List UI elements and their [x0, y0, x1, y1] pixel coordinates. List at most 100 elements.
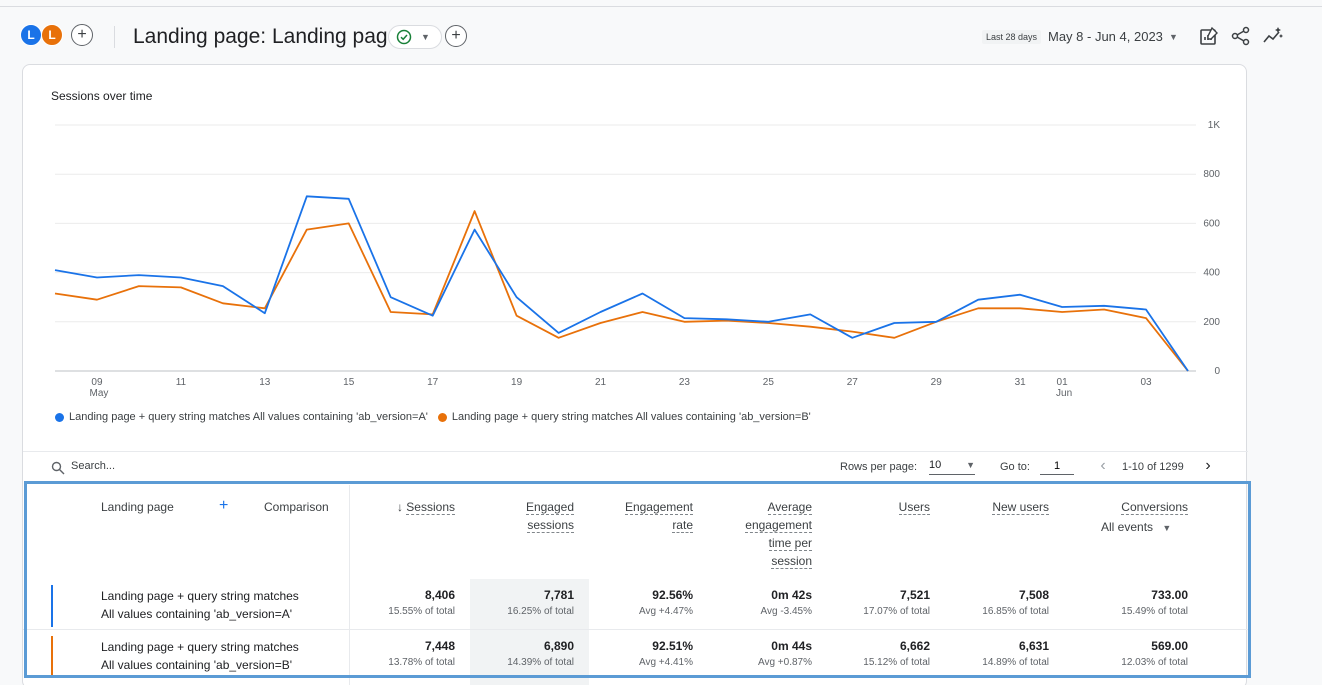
- cell-value: 0m 44s: [771, 639, 812, 653]
- header-avg-line2: engagement: [745, 518, 812, 533]
- cell-new-users: 6,631 14.89% of total: [949, 638, 1049, 669]
- top-divider: [0, 6, 1322, 7]
- row-color-bar: [51, 585, 53, 627]
- header-landing-page[interactable]: Landing page: [101, 500, 174, 514]
- goto-page-input[interactable]: [1040, 457, 1074, 475]
- cell-sub: 15.55% of total: [388, 606, 455, 617]
- add-dimension-icon[interactable]: +: [219, 497, 229, 514]
- cell-rate: 92.56% Avg +4.47%: [593, 587, 693, 618]
- header-avg-line1: Average: [767, 500, 812, 515]
- chart-title: Sessions over time: [51, 89, 153, 103]
- comparison-avatar-b[interactable]: L: [41, 24, 63, 46]
- header-new-users-label: New users: [992, 500, 1049, 515]
- header-avg-line4: session: [771, 554, 812, 569]
- table-toolbar: Rows per page: 10 ▼ Go to: ‹ 1-10 of 129…: [23, 451, 1248, 481]
- header-engagement-rate[interactable]: Engagement rate: [603, 498, 693, 534]
- cell-sub: 13.78% of total: [388, 657, 455, 668]
- cell-sub: 15.12% of total: [863, 657, 930, 668]
- rows-per-page-label: Rows per page:: [840, 461, 918, 473]
- x-tick-label: 21: [595, 377, 607, 388]
- legend-item-b[interactable]: Landing page + query string matches All …: [437, 411, 811, 423]
- date-preset-badge: Last 28 days: [982, 30, 1042, 44]
- header-engaged-sessions[interactable]: Engaged sessions: [485, 498, 574, 534]
- page-title: Landing page: Landing page: [133, 25, 400, 48]
- cell-users: 7,521 17.07% of total: [830, 587, 930, 618]
- header-separator: [114, 26, 115, 48]
- report-status-button[interactable]: ▼: [388, 25, 442, 49]
- chevron-down-icon: ▼: [966, 460, 975, 470]
- cell-sub: 16.85% of total: [982, 606, 1049, 617]
- header-users[interactable]: Users: [840, 498, 930, 516]
- x-tick-label: 01: [1057, 377, 1069, 388]
- cell-avg-time: 0m 44s Avg +0.87%: [712, 638, 812, 669]
- x-tick-label: 25: [763, 377, 775, 388]
- cell-value: 733.00: [1151, 588, 1188, 602]
- date-range-selector[interactable]: May 8 - Jun 4, 2023: [1048, 29, 1163, 44]
- y-tick-label: 400: [1203, 268, 1220, 279]
- series-line-1: [54, 210, 1189, 372]
- x-tick-sublabel: May: [90, 388, 109, 399]
- x-tick-label: 11: [176, 377, 187, 388]
- cell-value: 7,521: [899, 588, 930, 602]
- check-circle-icon: [396, 29, 412, 45]
- row-label: Landing page + query string matches All …: [101, 587, 341, 623]
- share-icon[interactable]: [1230, 25, 1252, 47]
- cell-sub: 14.89% of total: [982, 657, 1049, 668]
- cell-rate: 92.51% Avg +4.41%: [593, 638, 693, 669]
- chevron-down-icon: ▼: [1162, 523, 1172, 533]
- cell-avg-time: 0m 42s Avg -3.45%: [712, 587, 812, 618]
- x-tick-label: 17: [427, 377, 439, 388]
- add-filter-icon[interactable]: +: [445, 25, 467, 47]
- cell-sessions: 8,406 15.55% of total: [355, 587, 455, 618]
- table-row[interactable]: Landing page + query string matches All …: [23, 579, 1248, 629]
- cell-sub: 14.39% of total: [507, 657, 574, 668]
- date-dropdown-icon[interactable]: ▼: [1169, 32, 1178, 42]
- insights-icon[interactable]: [1262, 25, 1284, 47]
- legend-label-a: Landing page + query string matches All …: [69, 411, 428, 423]
- add-comparison-icon[interactable]: +: [71, 24, 93, 46]
- header-new-users[interactable]: New users: [959, 498, 1049, 516]
- next-page-icon[interactable]: ›: [1205, 457, 1211, 474]
- legend-dot-a: [55, 412, 64, 422]
- header-engaged-line1: Engaged: [525, 500, 574, 515]
- search-icon: [51, 461, 65, 475]
- cell-conversions: 569.00 12.03% of total: [1078, 638, 1188, 669]
- header-avg-engagement-time[interactable]: Average engagement time per session: [721, 498, 812, 570]
- cell-sub: Avg +0.87%: [757, 657, 812, 668]
- prev-page-icon[interactable]: ‹: [1100, 457, 1106, 474]
- header-conversions[interactable]: Conversions: [1078, 498, 1188, 516]
- cell-conversions: 733.00 15.49% of total: [1078, 587, 1188, 618]
- conversions-event-select[interactable]: All events ▼: [1101, 520, 1171, 534]
- legend-item-a[interactable]: Landing page + query string matches All …: [55, 411, 428, 423]
- conversions-event-value: All events: [1101, 520, 1154, 534]
- y-tick-label: 600: [1203, 218, 1220, 229]
- header-rate-line1: Engagement: [624, 500, 693, 515]
- cell-sub: 15.49% of total: [1121, 606, 1188, 617]
- search-input[interactable]: [71, 460, 311, 472]
- header-comparison[interactable]: Comparison: [264, 500, 329, 514]
- rows-per-page-select[interactable]: 10 ▼: [929, 457, 975, 475]
- cell-value: 7,508: [1018, 588, 1049, 602]
- page-range: 1-10 of 1299: [1122, 461, 1184, 473]
- cell-value: 569.00: [1151, 639, 1188, 653]
- cell-value: 0m 42s: [771, 588, 812, 602]
- y-tick-label: 800: [1203, 169, 1220, 180]
- x-tick-label: 29: [931, 377, 943, 388]
- header-rate-line2: rate: [672, 518, 693, 533]
- comparison-avatar-a[interactable]: L: [20, 24, 42, 46]
- chevron-down-icon: ▼: [421, 32, 430, 42]
- chart-legend: Landing page + query string matches All …: [55, 411, 821, 423]
- row-label-line2: All values containing 'ab_version=A': [101, 607, 293, 621]
- data-table: Landing page + Comparison ↓ Sessions Eng…: [23, 481, 1248, 685]
- cell-value: 6,631: [1018, 639, 1049, 653]
- x-tick-label: 31: [1015, 377, 1027, 388]
- row-label-line2: All values containing 'ab_version=B': [101, 658, 293, 672]
- cell-sub: 17.07% of total: [863, 606, 930, 617]
- edit-report-icon[interactable]: [1198, 25, 1220, 47]
- table-column-divider: [349, 485, 350, 685]
- table-row[interactable]: Landing page + query string matches All …: [23, 630, 1248, 680]
- cell-new-users: 7,508 16.85% of total: [949, 587, 1049, 618]
- header-sessions[interactable]: ↓ Sessions: [385, 498, 455, 516]
- x-tick-label: 23: [679, 377, 691, 388]
